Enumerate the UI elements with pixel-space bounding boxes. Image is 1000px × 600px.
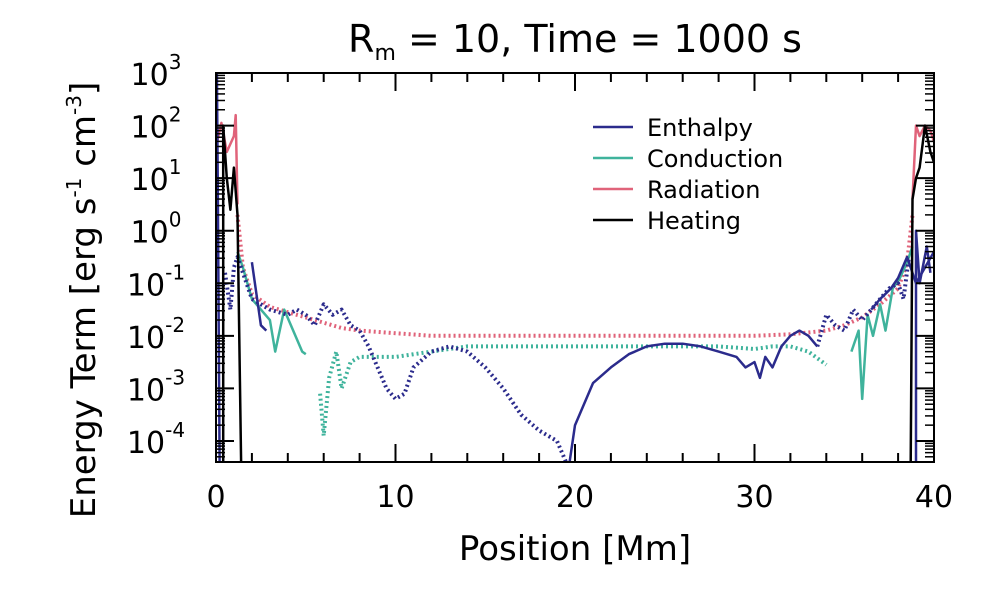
legend-label-conduction: Conduction <box>647 145 783 173</box>
plot-area <box>215 72 935 463</box>
legend: Enthalpy Conduction Radiation Heating <box>593 114 783 235</box>
y-tick-label: 100 <box>131 208 182 251</box>
x-tick-label: 0 <box>206 480 225 515</box>
ylabel-exp2: -3 <box>62 95 86 115</box>
y-tick-label: 101 <box>131 155 182 198</box>
title-subscript: m <box>374 41 395 66</box>
ylabel-mid: cm <box>64 115 104 178</box>
chart-title: Rm = 10, Time = 1000 s <box>348 17 802 66</box>
legend-label-radiation: Radiation <box>647 176 760 204</box>
axis-ticks: 0 10 20 30 40 103 102 101 100 10-1 10-2 10-3 10-4 <box>127 50 953 515</box>
x-tick-label: 20 <box>556 480 594 515</box>
x-axis-label: Position [Mm] <box>459 529 691 569</box>
series-heating-right <box>909 124 934 462</box>
title-rest: = 10, Time = 1000 s <box>396 17 802 61</box>
series-enthalpy-spike-right <box>914 229 932 462</box>
ylabel-exp1: -1 <box>62 178 86 198</box>
series-enthalpy-solid-left <box>250 262 268 332</box>
title-base: R <box>348 17 374 61</box>
y-tick-label: 10-1 <box>127 260 185 303</box>
series-heating-left <box>221 124 243 462</box>
series-enthalpy-solid-middle <box>568 329 819 462</box>
y-tick-label: 10-3 <box>127 365 185 408</box>
plot-frame <box>215 72 935 463</box>
series-conduction-solid-left <box>236 251 307 356</box>
series-radiation-solid <box>216 113 239 205</box>
x-tick-label: 30 <box>735 480 773 515</box>
x-tick-label: 10 <box>376 480 414 515</box>
y-tick-label: 102 <box>131 103 182 146</box>
series-enthalpy-spike-left <box>216 73 221 462</box>
series-enthalpy-dotted-right <box>815 256 911 347</box>
legend-label-enthalpy: Enthalpy <box>647 114 753 142</box>
series-radiation-solid-right <box>911 124 934 200</box>
series-conduction-dotted <box>318 344 828 438</box>
ylabel-end: ] <box>64 82 104 95</box>
series-enthalpy-dotted-left <box>223 255 568 462</box>
y-tick-label: 103 <box>131 50 182 93</box>
series-conduction-solid-right <box>850 246 914 401</box>
legend-label-heating: Heating <box>647 207 741 235</box>
x-tick-label: 40 <box>915 480 953 515</box>
y-tick-label: 10-4 <box>127 418 185 461</box>
y-axis-label: Energy Term [erg s-1 cm-3] <box>62 82 104 519</box>
series-radiation-dotted <box>235 214 915 338</box>
y-tick-label: 10-2 <box>127 313 185 356</box>
ylabel-base: Energy Term [erg s <box>64 198 104 519</box>
